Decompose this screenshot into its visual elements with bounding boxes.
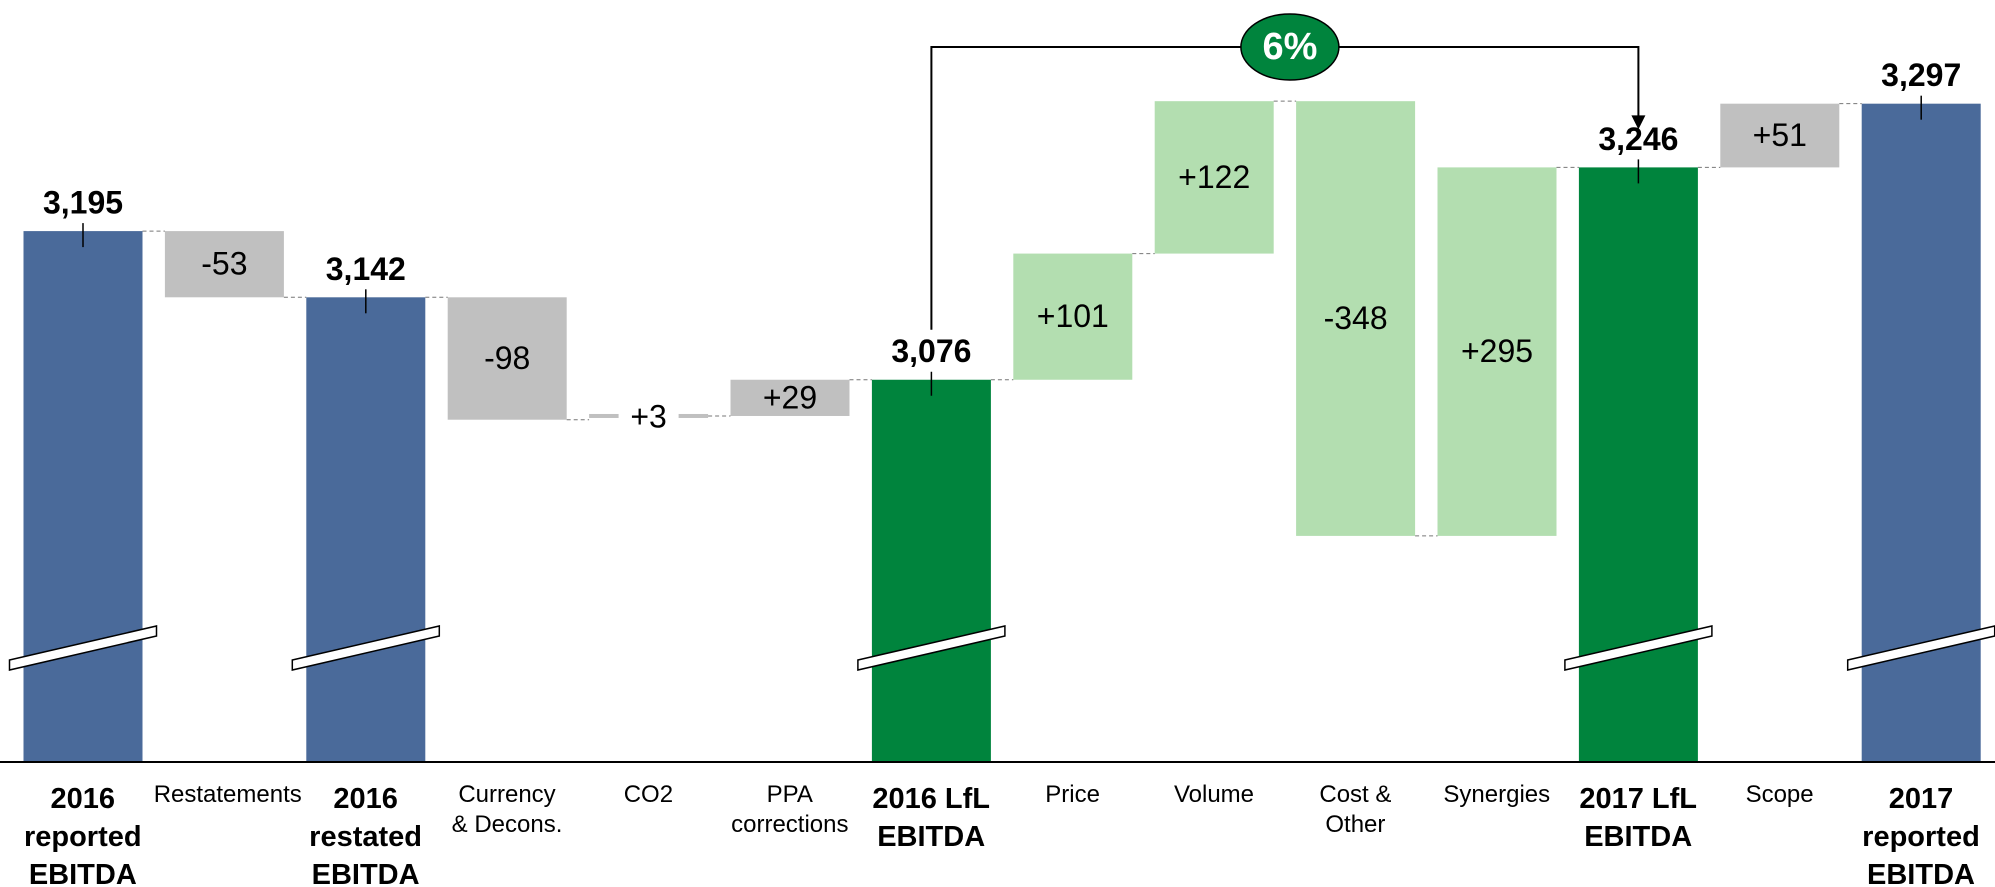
label-bg xyxy=(618,395,679,436)
value-label: +295 xyxy=(1461,333,1533,369)
axis-break xyxy=(857,625,1006,671)
value-label: -98 xyxy=(484,340,530,376)
axis-break xyxy=(291,625,441,671)
total-bar xyxy=(1578,167,1698,763)
category-label: Restatements xyxy=(153,781,302,808)
category-label: 2016 restated EBITDA xyxy=(309,783,422,887)
category-label: Cost & Other xyxy=(1319,781,1392,838)
category-label: Price xyxy=(1045,781,1100,808)
category-label: Scope xyxy=(1745,781,1814,808)
value-label: +101 xyxy=(1037,298,1109,334)
category-label: Currency & Decons. xyxy=(451,781,563,838)
category-label: Volume xyxy=(1173,781,1255,808)
growth-label: 6% xyxy=(1262,26,1317,68)
value-label: +29 xyxy=(763,379,817,415)
delta-bar xyxy=(1154,101,1274,254)
delta-bar xyxy=(1437,167,1557,536)
value-label: 3,142 xyxy=(326,251,406,287)
axis-break xyxy=(1564,625,1713,671)
category-label: 2017 LfL EBITDA xyxy=(1579,783,1698,853)
category-label: 2016 reported EBITDA xyxy=(23,783,142,887)
category-label: 2017 reported EBITDA xyxy=(1862,783,1980,887)
value-label: -53 xyxy=(201,246,247,282)
total-bar xyxy=(306,297,426,762)
total-bar xyxy=(871,379,991,762)
value-label: -348 xyxy=(1324,300,1388,336)
delta-bar xyxy=(447,297,567,420)
axis-break xyxy=(8,625,158,671)
category-label: CO2 xyxy=(623,781,674,808)
category-label: Synergies xyxy=(1443,781,1551,808)
value-label: 3,297 xyxy=(1881,57,1961,93)
delta-bar xyxy=(164,231,284,298)
value-label: +122 xyxy=(1178,159,1250,195)
delta-bar xyxy=(1720,103,1840,168)
arrow-head xyxy=(1631,115,1646,130)
total-bar xyxy=(23,231,143,762)
growth-badge xyxy=(1240,13,1340,81)
category-label: 2016 LfL EBITDA xyxy=(872,783,991,853)
value-label: +3 xyxy=(630,398,666,434)
delta-bar xyxy=(1013,253,1133,380)
delta-bar xyxy=(730,379,850,416)
delta-bar xyxy=(1296,101,1416,536)
category-label: PPA corrections xyxy=(731,781,849,838)
value-label: +51 xyxy=(1753,117,1807,153)
value-label: 3,195 xyxy=(43,185,123,221)
value-label: 3,076 xyxy=(891,333,971,369)
